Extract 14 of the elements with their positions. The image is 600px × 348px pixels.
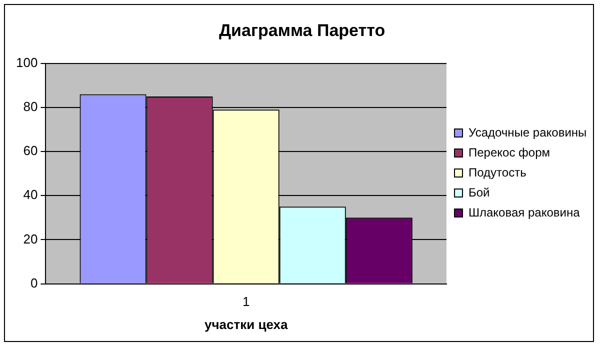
y-tick-label: 100 [16,54,38,70]
legend-label: Шлаковая раковина [468,205,580,220]
legend-label: Перекос форм [468,145,550,160]
y-tick-label: 40 [23,187,38,202]
y-tick-label: 60 [23,143,38,158]
chart-title: Диаграмма Паретто [218,20,386,40]
legend-label: Подутость [468,165,526,180]
y-tick-label: 0 [30,275,38,290]
legend-label: Бой [468,185,490,200]
x-tick-label: 1 [242,294,250,310]
y-tick-label: 80 [23,99,38,114]
y-tick-label: 20 [23,231,38,246]
legend-label: Усадочные раковины [468,125,587,140]
x-axis-title: участки цеха [204,316,288,332]
